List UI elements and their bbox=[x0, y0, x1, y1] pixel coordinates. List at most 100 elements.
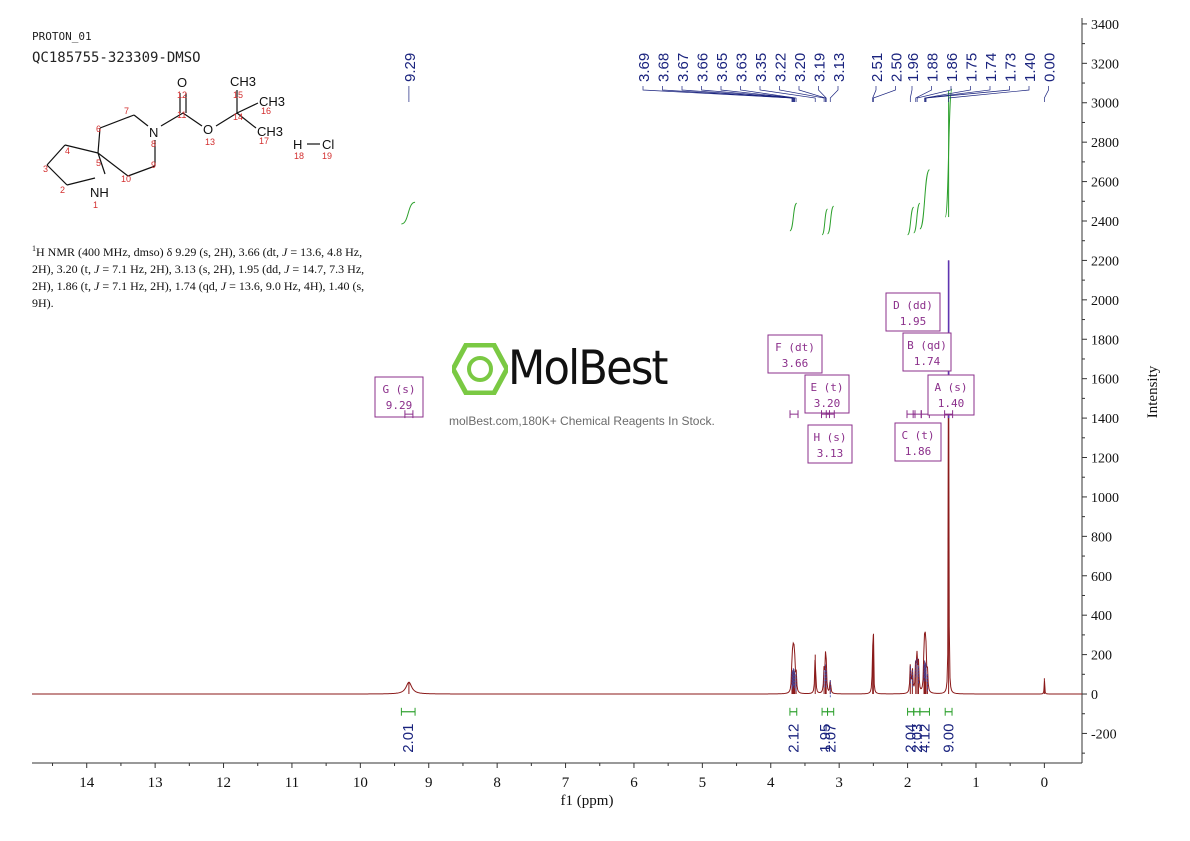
y-tick-label: 2800 bbox=[1091, 136, 1119, 151]
multiplet-shift: 3.66 bbox=[782, 357, 809, 370]
y-tick-label: 3000 bbox=[1091, 97, 1119, 112]
x-tick-label: 9 bbox=[425, 775, 433, 791]
sample-name: QC185755-323309-DMSO bbox=[32, 50, 201, 66]
y-tick-label: 1600 bbox=[1091, 373, 1119, 388]
atom-h18: H bbox=[293, 137, 302, 152]
multiplet-box bbox=[374, 376, 424, 418]
peak-label-connector bbox=[720, 86, 796, 102]
y-tick-label: 1400 bbox=[1091, 412, 1119, 427]
desc-text: = 14.7, 7.3 Hz, 2H), 1.86 (t, bbox=[32, 262, 365, 293]
multiplet-label: G (s) bbox=[382, 383, 415, 396]
peak-label: 0.00 bbox=[1042, 53, 1059, 82]
atom-number: 9 bbox=[151, 160, 156, 170]
x-tick-label: 0 bbox=[1041, 775, 1049, 791]
peak-label: 3.13 bbox=[831, 53, 848, 82]
peak-label: 3.20 bbox=[792, 53, 809, 82]
y-tick-label: 2200 bbox=[1091, 254, 1119, 269]
experiment-name: PROTON_01 bbox=[32, 30, 92, 43]
atom-number: 8 bbox=[151, 139, 156, 149]
peak-label-connector bbox=[924, 86, 971, 102]
atom-ch3-17: CH3 bbox=[257, 124, 283, 139]
multiplet-label: H (s) bbox=[813, 431, 846, 444]
nmr-description: 1H NMR (400 MHz, dmso) δ 9.29 (s, 2H), 3… bbox=[32, 240, 377, 312]
atom-number: 18 bbox=[294, 151, 304, 161]
peak-label-connector bbox=[818, 86, 827, 102]
peak-label-connector bbox=[701, 86, 795, 102]
multiplet-box bbox=[804, 374, 850, 414]
peak-label: 3.66 bbox=[695, 53, 712, 82]
y-tick-label: -200 bbox=[1091, 727, 1117, 742]
x-tick-label: 6 bbox=[630, 775, 638, 791]
atom-number: 3 bbox=[43, 164, 48, 174]
atom-number: 4 bbox=[65, 146, 70, 156]
peak-label: 1.74 bbox=[983, 53, 1000, 82]
integral-curve bbox=[913, 202, 921, 234]
atom-number: 10 bbox=[121, 174, 131, 184]
integral-curve bbox=[401, 201, 416, 225]
y-tick-label: 2400 bbox=[1091, 215, 1119, 230]
peak-label-connector bbox=[642, 86, 793, 102]
atom-number: 2 bbox=[60, 185, 65, 195]
atom-number: 5 bbox=[96, 158, 101, 168]
x-tick-label: 3 bbox=[835, 775, 843, 791]
molbest-logo-icon bbox=[452, 343, 508, 395]
peak-label-connector bbox=[1044, 86, 1049, 102]
multiplet-shift: 3.13 bbox=[817, 447, 844, 460]
peak-label: 2.51 bbox=[869, 53, 886, 82]
atom-number: 13 bbox=[205, 137, 215, 147]
atom-number: 19 bbox=[322, 151, 332, 161]
peak-label: 3.67 bbox=[675, 53, 692, 82]
peak-label-connector bbox=[948, 86, 1030, 102]
peak-label: 3.69 bbox=[636, 53, 653, 82]
atom-number: 6 bbox=[96, 124, 101, 134]
peak-label: 1.96 bbox=[905, 53, 922, 82]
multiplet-label: F (dt) bbox=[775, 341, 815, 354]
integral-value: 2.01 bbox=[400, 724, 417, 753]
atom-ch3-15: CH3 bbox=[230, 74, 256, 89]
integral-value: 2.07 bbox=[823, 724, 840, 753]
peak-label-connector bbox=[873, 86, 896, 102]
multiplet-shift: 1.86 bbox=[905, 445, 932, 458]
multiplet-box bbox=[902, 332, 952, 372]
y-tick-label: 3200 bbox=[1091, 57, 1119, 72]
spectrum-trace bbox=[32, 322, 1082, 695]
peak-label-connector bbox=[662, 86, 794, 102]
x-tick-label: 4 bbox=[767, 775, 775, 791]
atom-cl19: Cl bbox=[322, 137, 334, 152]
peak-label-connector bbox=[779, 86, 825, 102]
multiplet-label: B (qd) bbox=[907, 339, 947, 352]
multiplet-shift: 1.95 bbox=[900, 315, 927, 328]
x-tick-label: 12 bbox=[216, 775, 231, 791]
peak-label: 1.86 bbox=[944, 53, 961, 82]
y-tick-label: 1000 bbox=[1091, 491, 1119, 506]
atom-number: 14 bbox=[233, 112, 243, 122]
x-tick-label: 8 bbox=[493, 775, 501, 791]
desc-text: = 7.1 Hz, 2H), 1.74 (qd, bbox=[99, 279, 221, 293]
y-tick-label: 600 bbox=[1091, 570, 1112, 585]
desc-j: J bbox=[94, 279, 100, 293]
peak-label-connector bbox=[916, 86, 952, 102]
peak-label-connector bbox=[925, 86, 991, 102]
multiplet-label: D (dd) bbox=[893, 299, 933, 312]
multiplet-box bbox=[807, 424, 853, 464]
integral-value: 2.12 bbox=[785, 724, 802, 753]
peak-label-connector bbox=[872, 86, 877, 102]
peak-label-connector bbox=[740, 86, 797, 102]
atom-number: 11 bbox=[177, 110, 186, 120]
y-axis-label: Intensity bbox=[1145, 365, 1161, 418]
atom-number: 12 bbox=[177, 90, 187, 100]
peak-label: 3.22 bbox=[773, 53, 790, 82]
x-tick-label: 1 bbox=[972, 775, 980, 791]
x-tick-label: 13 bbox=[148, 775, 163, 791]
watermark-tagline: molBest.com,180K+ Chemical Reagents In S… bbox=[449, 414, 715, 428]
y-tick-label: 3400 bbox=[1091, 18, 1119, 33]
peak-label-connector bbox=[681, 86, 794, 102]
multiplet-box bbox=[885, 292, 941, 332]
peak-label: 3.68 bbox=[656, 53, 673, 82]
integral-curve bbox=[821, 208, 829, 236]
peak-label: 9.29 bbox=[402, 53, 419, 82]
integral-value: 9.00 bbox=[941, 724, 958, 753]
desc-text: = 7.1 Hz, 2H), 3.13 (s, 2H), 1.95 (dd, bbox=[99, 262, 285, 276]
